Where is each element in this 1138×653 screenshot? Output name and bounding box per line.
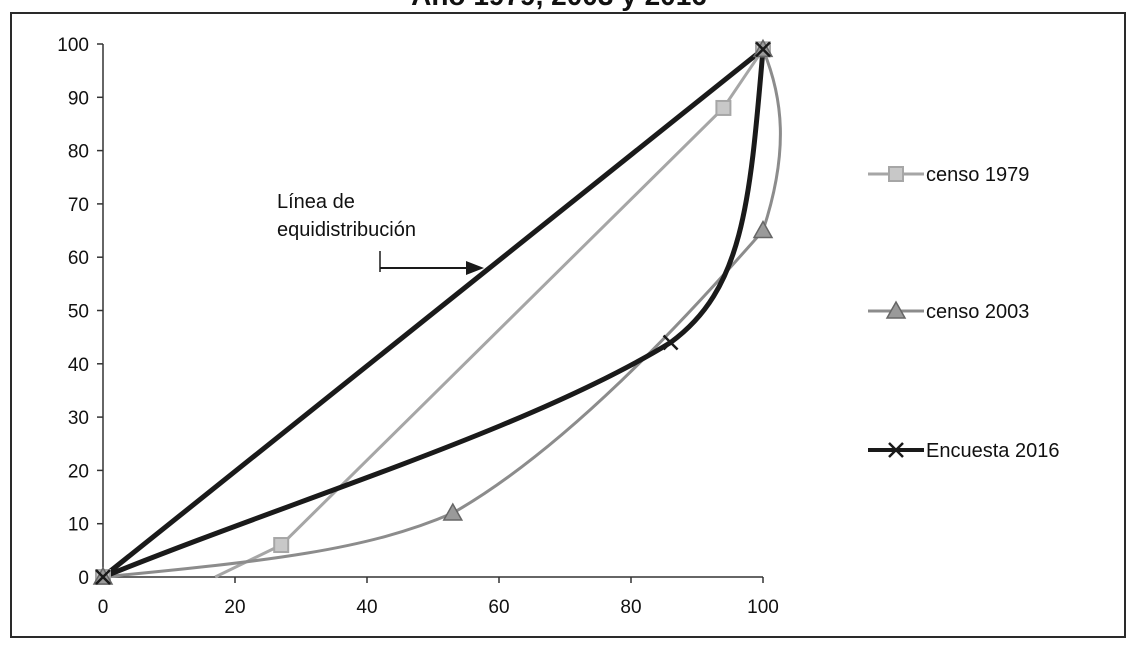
y-tick-label: 80 (68, 142, 89, 163)
x-tick-label: 80 (620, 597, 641, 618)
x-tick-label: 0 (98, 597, 109, 618)
data-point (752, 220, 774, 239)
y-tick-label: 60 (68, 248, 89, 269)
series-layer (92, 38, 782, 585)
y-tick-label: 30 (68, 408, 89, 429)
annotation-arrowhead (466, 261, 484, 275)
legend-label: censo 2003 (926, 301, 1029, 323)
legend-marker (885, 300, 907, 319)
y-tick-label: 100 (57, 35, 89, 56)
series-line-2016 (102, 49, 766, 580)
series-line-2003 (102, 48, 782, 579)
legend-marker (888, 442, 904, 458)
legend-label: Encuesta 2016 (926, 440, 1059, 462)
x-tick-label: 60 (488, 597, 509, 618)
y-tick-label: 50 (68, 302, 89, 323)
x-tick-label: 100 (747, 597, 779, 618)
data-point (273, 537, 290, 554)
y-tick-label: 0 (78, 568, 89, 589)
annotation: Línea de equidistribución (277, 191, 484, 275)
data-point (715, 99, 732, 116)
y-tick-label: 40 (68, 355, 89, 376)
chart-frame (10, 12, 1126, 638)
data-point (442, 502, 464, 521)
data-point (662, 334, 679, 351)
data-point (755, 41, 771, 58)
series-line-line (101, 47, 765, 579)
y-tick-label: 20 (68, 461, 89, 482)
data-point (95, 569, 111, 585)
y-tick-label: 90 (68, 88, 89, 109)
x-tick-label: 20 (224, 597, 245, 618)
y-tick-label: 70 (68, 195, 89, 216)
annotation-text: equidistribución (277, 219, 416, 241)
annotation-text: Línea de (277, 191, 355, 213)
x-tick-label: 40 (356, 597, 377, 618)
series-line-1979 (214, 48, 765, 579)
chart-title: Año 1979, 2003 y 2016 (0, 0, 1118, 12)
legend-label: censo 1979 (926, 164, 1029, 186)
axes: 0 10 20 30 40 50 60 70 80 90 100 0 20 40 60 80 100 (57, 35, 779, 618)
legend: censo 1979 censo 2003 Encuesta 2016 (868, 164, 1059, 462)
y-tick-label: 10 (68, 515, 89, 536)
legend-marker (888, 166, 904, 182)
